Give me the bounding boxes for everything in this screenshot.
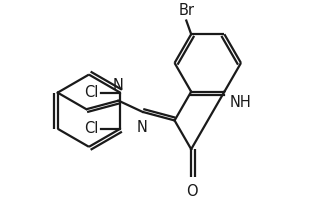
Text: N: N [137, 120, 148, 135]
Text: Cl: Cl [84, 121, 99, 136]
Text: N: N [113, 78, 124, 93]
Text: Br: Br [178, 3, 194, 18]
Text: Cl: Cl [84, 85, 99, 100]
Text: NH: NH [229, 95, 251, 110]
Text: O: O [186, 184, 198, 199]
